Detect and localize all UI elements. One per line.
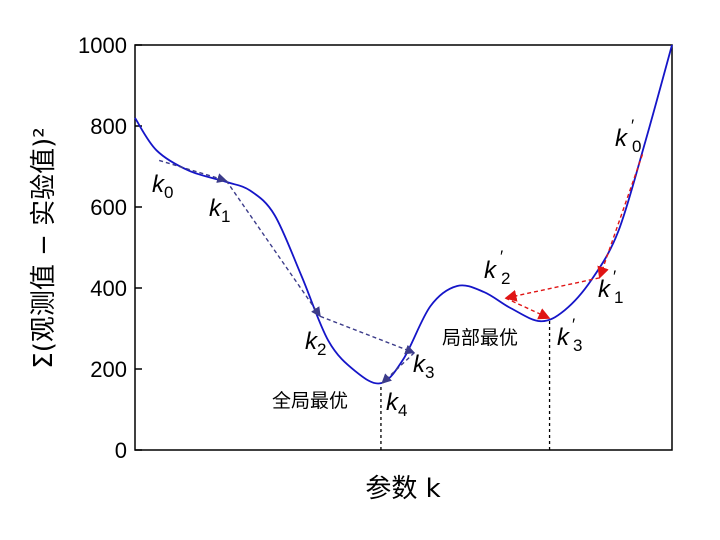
global-step-2: [320, 315, 416, 355]
y-tick-label-5: 1000: [78, 33, 127, 58]
svg-text:1: 1: [614, 288, 623, 307]
label-k1: k1: [209, 195, 230, 226]
svg-text:3: 3: [573, 336, 582, 355]
global-step-3: [381, 352, 415, 384]
svg-text:k: k: [598, 276, 612, 303]
descent-path-global: [158, 159, 416, 384]
global-step-1: [225, 180, 321, 318]
y-tick-label-1: 200: [90, 357, 127, 382]
svg-text:k: k: [557, 324, 571, 351]
minimum-guide-lines: [380, 318, 551, 450]
local-step-2: [505, 297, 551, 320]
label-k3-prime: k ′ 3: [557, 315, 582, 355]
descent-path-local: [504, 154, 644, 320]
global-step-0: [158, 159, 228, 183]
label-k4: k4: [386, 389, 407, 420]
svg-text:′: ′: [613, 267, 616, 286]
y-tick-label-0: 0: [115, 438, 127, 463]
annotation-global-min: 全局最优: [272, 390, 348, 412]
y-tick-label-4: 800: [90, 114, 127, 139]
annotation-local-min: 局部最优: [442, 327, 518, 349]
svg-text:k: k: [484, 257, 498, 284]
y-tick-label-3: 600: [90, 195, 127, 220]
label-k0: k0: [152, 171, 173, 202]
plot-frame: [134, 44, 673, 451]
y-axis-ticks: 0 200 400 600 800 1000: [78, 33, 142, 463]
local-step-1: [504, 277, 600, 302]
y-tick-label-2: 400: [90, 276, 127, 301]
svg-text:′: ′: [572, 315, 575, 334]
y-axis-title: Σ(观测值 − 实验值)²: [29, 127, 59, 368]
svg-text:′: ′: [631, 116, 634, 135]
x-axis-title: 参数 k: [365, 474, 440, 504]
local-step-0: [597, 154, 644, 279]
label-k2: k2: [305, 328, 326, 359]
label-k0-prime: k ′ 0: [615, 116, 641, 156]
label-k3: k3: [413, 351, 434, 382]
svg-text:′: ′: [500, 247, 503, 266]
svg-text:k: k: [615, 125, 629, 152]
svg-text:0: 0: [632, 137, 641, 156]
label-k2-prime: k ′ 2: [484, 247, 510, 288]
svg-text:2: 2: [501, 269, 510, 288]
label-k1-prime: k ′ 1: [598, 267, 623, 307]
